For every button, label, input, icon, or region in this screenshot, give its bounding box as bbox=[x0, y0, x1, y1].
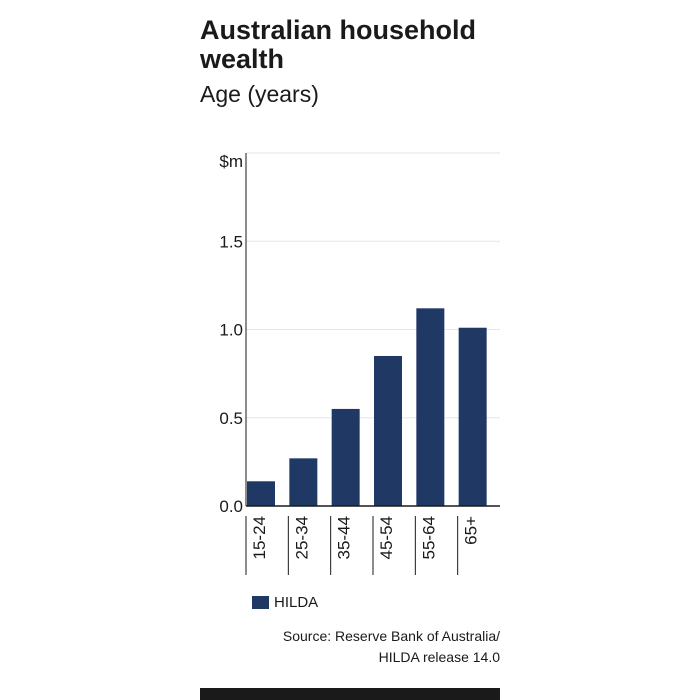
y-tick-label-2: 1.0 bbox=[219, 321, 243, 340]
chart-subtitle: Age (years) bbox=[200, 81, 319, 107]
x-tick-label-65+: 65+ bbox=[462, 516, 481, 545]
source-line-1: Source: Reserve Bank of Australia/ bbox=[282, 628, 500, 644]
bar-25-34 bbox=[289, 458, 318, 506]
x-tick-label-35-44: 35-44 bbox=[335, 516, 354, 559]
footer-bar bbox=[200, 688, 500, 700]
bar-15-24 bbox=[247, 481, 275, 506]
y-tick-label-0: 0.0 bbox=[219, 497, 243, 516]
source-note: Source: Reserve Bank of Australia/ HILDA… bbox=[200, 626, 500, 668]
legend-label-hilda: HILDA bbox=[274, 594, 319, 611]
bar-45-54 bbox=[374, 355, 402, 506]
legend-swatch-hilda bbox=[252, 596, 269, 609]
y-axis-unit-label: $m bbox=[219, 152, 243, 171]
x-tick-label-45-54: 45-54 bbox=[377, 516, 396, 559]
bar-65+ bbox=[458, 327, 487, 506]
x-tick-label-15-24: 15-24 bbox=[250, 516, 269, 559]
source-line-2: HILDA release 14.0 bbox=[378, 649, 500, 665]
bar-55-64 bbox=[416, 308, 445, 506]
x-tick-label-55-64: 55-64 bbox=[419, 516, 438, 559]
y-tick-label-3: 1.5 bbox=[219, 232, 243, 251]
bar-35-44 bbox=[331, 408, 360, 506]
y-tick-label-1: 0.5 bbox=[219, 409, 243, 428]
x-tick-label-25-34: 25-34 bbox=[292, 516, 311, 559]
chart-title: Australian household wealth bbox=[200, 15, 477, 74]
legend: HILDA bbox=[252, 594, 318, 611]
